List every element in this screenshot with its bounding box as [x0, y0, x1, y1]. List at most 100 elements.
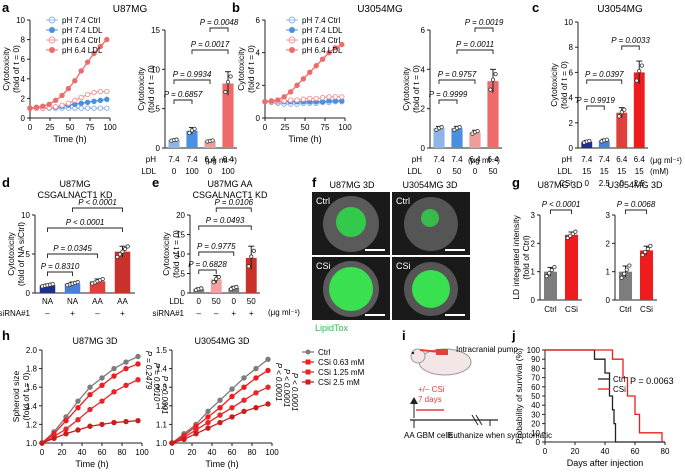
- label-f-ctrl-2: Ctrl: [396, 196, 410, 206]
- xd-si-val-3: +: [120, 309, 125, 318]
- b_time-xtick-label-4: 100: [338, 123, 352, 132]
- b_time-point-2-6: [300, 96, 307, 102]
- pa2-label: P = 0.9934: [173, 70, 212, 79]
- a_time-point-1-11: [97, 97, 104, 104]
- e_bar-dot-1-2: [216, 274, 221, 280]
- b_time-point-3-6: [300, 76, 307, 82]
- a_time-point-2-4: [52, 104, 59, 110]
- a_time-point-3-12: [104, 36, 110, 43]
- xe-si-val-1: –: [214, 309, 219, 318]
- a_bar-bar-0: [168, 140, 180, 148]
- j_surv-ytick-label-7: 70: [531, 374, 540, 383]
- xc-ldl-prefix: LDL: [557, 167, 572, 176]
- j_surv-series-0: [545, 349, 665, 443]
- xc-csi-val-3: 2.5: [634, 179, 646, 188]
- a_time-point-0-12: [104, 105, 110, 111]
- a_time-ylabel-1: Cytotoxicity: [1, 47, 11, 91]
- a_time-point-3-11: [97, 43, 104, 50]
- a_time-point-2-7: [72, 97, 78, 104]
- b_time-point-3-1: [268, 98, 275, 104]
- d_bar-bar-0: [39, 285, 56, 293]
- legend-j-label-0: Ctrl: [613, 375, 626, 384]
- xd-cat-val-2: AA: [92, 297, 103, 306]
- g1_bar-ytick-label-3: 3: [531, 211, 536, 220]
- injection-arrow-icon: [410, 397, 418, 404]
- j_surv-xlabel: Days after injection: [567, 458, 644, 468]
- pump-icon: [436, 349, 448, 355]
- b_time-point-2-4: [287, 97, 294, 103]
- b_time-point-3-3: [281, 94, 287, 100]
- b_time-ylabel-2: (fold of t = 0): [246, 45, 256, 93]
- a_bar-dot-3-2: [228, 74, 233, 79]
- h1_line-point-2-3: [75, 417, 81, 423]
- h1_line-point-2-8: [135, 377, 141, 383]
- h2_line-point-3-7: [253, 404, 259, 411]
- xg2-val-1: CSi: [640, 305, 653, 314]
- c_bar-bar-2: [616, 112, 628, 148]
- a_time-point-3-8: [78, 68, 84, 74]
- label-i-days: 7 days: [418, 395, 442, 404]
- pg0-label: P < 0.0001: [542, 200, 581, 209]
- pb3-bracket: [438, 99, 458, 104]
- b_time-xtick-label-0: 0: [263, 123, 268, 132]
- h1_line-series-1: [41, 363, 139, 444]
- a_time-xtick-label-2: 50: [66, 123, 75, 132]
- b_time-xtick-label-2: 50: [301, 123, 310, 132]
- j_surv-ytick-label-1: 10: [531, 429, 540, 438]
- c_bar-dot-2-1: [619, 110, 624, 115]
- pa1-bracket: [191, 49, 229, 54]
- h2_line-point-1-5: [229, 393, 235, 400]
- b_time-ytick-label-2: 4: [256, 49, 261, 58]
- label-f-csi-1: CSi: [316, 261, 331, 271]
- d_bar-dot-1-4: [75, 280, 80, 285]
- j_surv-ytick-label-3: 30: [531, 410, 540, 419]
- unit-e: (μg ml⁻¹): [268, 308, 300, 317]
- legend-a-label-1: pH 7.4 Ctrl: [62, 16, 100, 25]
- title-b: U3054MG: [357, 4, 403, 15]
- xc-ph-val-0: 7.4: [581, 155, 593, 164]
- a_time-xtick-label-0: 0: [28, 123, 33, 132]
- h1_line-xtick-label-0: 0: [40, 448, 45, 457]
- b_time-ytick-label-1: 2: [256, 81, 261, 90]
- xg1-val-0: Ctrl: [544, 305, 557, 314]
- h2_line-point-3-2: [193, 431, 199, 437]
- xc-csi-val-2: 0: [620, 179, 625, 188]
- b_bar-dot-3-2: [493, 71, 498, 77]
- legend-h-label-3: CSi 2.5 mM: [318, 378, 360, 387]
- d_bar-ytick-label-1: 5: [26, 250, 31, 259]
- h1_line-point-1-6: [111, 373, 117, 379]
- pd2-label: P = 0.0345: [53, 244, 92, 253]
- h1_line-xtick-label-5: 100: [135, 448, 149, 457]
- legend-b-label-4: pH 6.4 LDL: [302, 46, 343, 55]
- a_bar-bar-1: [186, 130, 198, 148]
- pd3-label: P = 0.8310: [41, 262, 80, 271]
- a_bar-ylabel-2: (fold of t = 0): [146, 65, 156, 113]
- a_bar-bar-3: [222, 83, 234, 148]
- h1_line-ytick-label-4: 1.8: [26, 365, 38, 374]
- h2_line-point-2-5: [229, 404, 235, 411]
- h1_line-point-3-5: [99, 421, 105, 428]
- pe3-bracket: [198, 269, 217, 274]
- e_bar-ytick-label-3: 15: [176, 231, 185, 240]
- g2_bar-bar-1: [639, 250, 654, 300]
- a_bar-bar-2: [204, 140, 216, 148]
- e_bar-ytick-label-0: 0: [181, 289, 186, 298]
- j_surv-ytick-label-2: 20: [531, 420, 540, 429]
- d_bar-ylabel-2: (fold of NA siCtrl): [16, 222, 26, 286]
- a_bar-ytick-label-1: 5: [156, 105, 161, 114]
- g1_bar-ylabel-2: (fold of Ctrl): [521, 235, 531, 280]
- a_time-point-2-5: [59, 102, 65, 108]
- title-a: U87MG: [113, 4, 148, 15]
- h1_line-point-1-7: [123, 365, 129, 372]
- j_surv-ylabel-1: Probability of survival (%): [514, 348, 524, 444]
- b_time-point-3-2: [275, 97, 281, 103]
- c_bar-ytick-label-5: 10: [564, 18, 573, 27]
- xc-csi-prefix: CSi: [559, 179, 572, 188]
- h2_line-point-0-7: [253, 365, 259, 372]
- b_bar-bar-0: [433, 128, 445, 148]
- h1_line-ytick-label-3: 1.6: [26, 383, 38, 392]
- xe-ldl-val-1: 50: [212, 297, 221, 306]
- ph1-0: P < 0.0001: [160, 376, 169, 415]
- c_bar-dot-1-2: [604, 137, 609, 142]
- panel-letter-g: g: [512, 175, 520, 190]
